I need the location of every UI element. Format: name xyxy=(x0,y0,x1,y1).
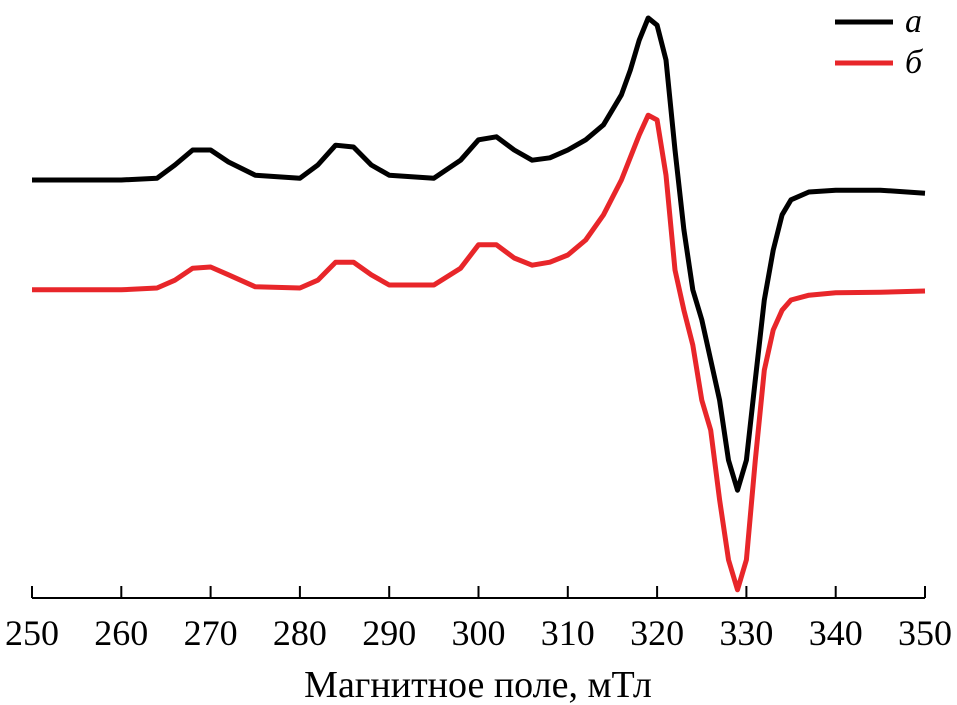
x-axis-title: Магнитное поле, мТл xyxy=(304,664,652,705)
x-tick-label: 310 xyxy=(541,613,595,653)
x-tick-label: 270 xyxy=(184,613,238,653)
x-tick-label: 350 xyxy=(898,613,952,653)
x-tick-label: 290 xyxy=(362,613,416,653)
series-line xyxy=(32,112,926,593)
x-tick-label: 320 xyxy=(630,613,684,653)
x-tick-label: 260 xyxy=(94,613,148,653)
x-tick-label: 300 xyxy=(452,613,506,653)
x-tick-label: 340 xyxy=(809,613,863,653)
x-tick-label: 250 xyxy=(5,613,59,653)
legend-label: а xyxy=(905,3,922,40)
legend-label: б xyxy=(905,44,924,81)
series-line xyxy=(32,15,926,493)
x-tick-label: 280 xyxy=(273,613,327,653)
x-tick-label: 330 xyxy=(719,613,773,653)
